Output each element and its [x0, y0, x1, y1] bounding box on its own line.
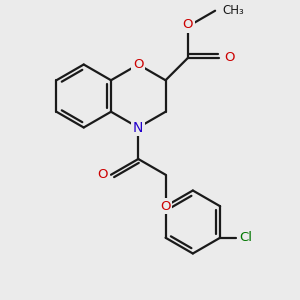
Text: CH₃: CH₃: [223, 4, 244, 17]
Text: O: O: [183, 19, 193, 32]
Text: N: N: [133, 121, 143, 134]
Text: O: O: [98, 168, 108, 181]
Text: O: O: [160, 200, 171, 213]
Text: Cl: Cl: [239, 231, 252, 244]
Text: O: O: [224, 52, 234, 64]
Text: O: O: [133, 58, 143, 71]
